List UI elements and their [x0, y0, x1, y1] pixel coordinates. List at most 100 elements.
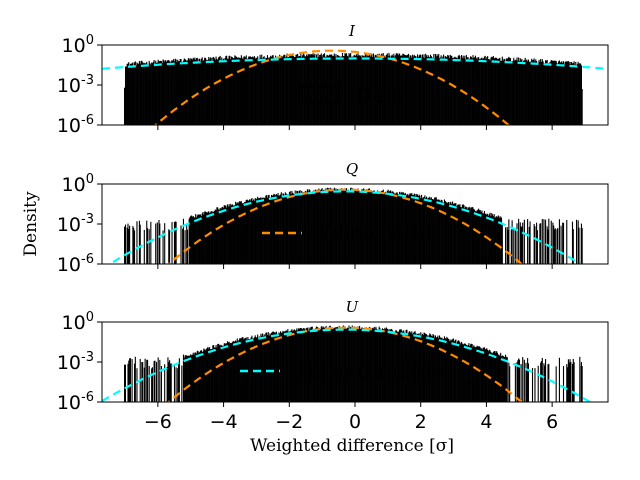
histogram-bin [235, 203, 238, 264]
histogram-bin [264, 198, 266, 264]
histogram-bin [500, 60, 502, 125]
histogram-bin [363, 328, 365, 402]
histogram-bin [567, 359, 569, 402]
histogram-bin [425, 334, 427, 402]
histogram-bin [257, 58, 260, 125]
histogram-bin [427, 336, 429, 402]
histogram-bin [467, 344, 469, 402]
histogram-bin [355, 329, 357, 402]
histogram-bin [177, 59, 179, 125]
histogram-bin [536, 61, 538, 125]
histogram-bin [240, 55, 242, 125]
histogram-bin [368, 328, 370, 402]
histogram-bin [256, 198, 258, 264]
histogram-bin [330, 54, 332, 125]
histogram-bin [254, 197, 256, 264]
histogram-bin [129, 225, 131, 264]
histogram-bin [543, 62, 545, 125]
histogram-bin [224, 57, 226, 125]
histogram-bin [387, 329, 389, 402]
histogram-bin [350, 326, 352, 402]
histogram-bin [277, 192, 279, 264]
histogram-bin [180, 225, 182, 264]
histogram-bin [505, 356, 507, 402]
histogram-bin [383, 56, 385, 125]
histogram-bin [466, 57, 468, 125]
histogram-bin [301, 57, 303, 125]
histogram-bin [508, 56, 510, 125]
histogram-bin [231, 342, 233, 402]
histogram-bin [194, 217, 196, 264]
histogram-bin [204, 57, 207, 125]
histogram-bin [380, 54, 382, 125]
histogram-bin [438, 200, 441, 264]
histogram-bin [193, 354, 195, 402]
histogram-bin [572, 62, 574, 125]
histogram-bin [211, 212, 213, 264]
histogram-bin [488, 59, 490, 125]
histogram-bin [217, 343, 219, 402]
histogram-bin [316, 326, 318, 402]
histogram-bin [194, 352, 196, 402]
histogram-bin [505, 227, 507, 264]
histogram-bin [248, 339, 251, 402]
histogram-bin [205, 348, 207, 402]
histogram-bin [252, 56, 254, 125]
histogram-bin [545, 60, 547, 125]
histogram-bin [512, 60, 514, 125]
histogram-bin [246, 58, 248, 125]
histogram-bin [496, 352, 498, 402]
histogram-bin [508, 219, 510, 264]
histogram-bin [363, 55, 365, 125]
histogram-bin [210, 210, 212, 264]
histogram-bin [521, 58, 523, 125]
histogram-bin [520, 60, 522, 125]
histogram-bin [506, 227, 508, 264]
histogram-bin [523, 359, 525, 402]
histogram-bin [396, 192, 398, 264]
histogram-bin [356, 328, 358, 402]
histogram-bin [501, 224, 503, 264]
histogram-bin [515, 60, 517, 125]
histogram-bin [505, 58, 507, 125]
histogram-bin [155, 62, 158, 125]
histogram-bin [491, 213, 493, 264]
histogram-bin [344, 188, 346, 264]
histogram-bin [204, 57, 206, 125]
histogram-bin [365, 191, 367, 264]
histogram-bin [219, 55, 221, 125]
histogram-bin [265, 332, 267, 402]
histogram-bin [533, 58, 535, 125]
histogram-bin [358, 55, 360, 125]
histogram-bin [196, 350, 198, 402]
histogram-bin [453, 57, 455, 125]
histogram-bin [321, 188, 323, 264]
y-tick-label: 100 [62, 310, 94, 334]
histogram-bin [190, 215, 192, 264]
histogram-bin [426, 198, 428, 264]
histogram-bin [275, 195, 277, 264]
histogram-bin [235, 56, 238, 125]
histogram-bin [191, 59, 193, 125]
histogram-bin [202, 351, 204, 402]
histogram-bin [540, 360, 543, 402]
histogram-bin [300, 193, 302, 264]
histogram-bin [376, 191, 378, 264]
histogram-bin [479, 58, 481, 125]
histogram-bin [195, 217, 198, 264]
histogram-bin [397, 332, 399, 402]
histogram-bin [453, 341, 455, 402]
histogram-bin [428, 56, 430, 125]
histogram-bin [399, 193, 401, 264]
histogram-bin [421, 57, 423, 125]
histogram-bin [274, 332, 276, 402]
histogram-bin [566, 220, 568, 264]
histogram-bin [173, 59, 175, 125]
histogram-bin [431, 199, 433, 264]
histogram-bin [133, 62, 136, 125]
histogram-bin [576, 219, 578, 264]
histogram-bin [189, 217, 191, 264]
histogram-bin [372, 327, 374, 402]
x-tick-label: −4 [210, 411, 238, 433]
